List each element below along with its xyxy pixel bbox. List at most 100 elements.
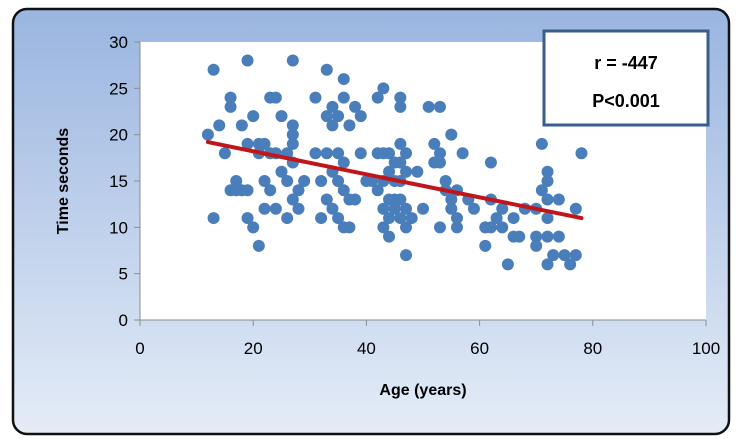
data-point: [286, 119, 299, 132]
data-point: [258, 175, 271, 187]
y-axis-label: Time seconds: [55, 128, 72, 235]
y-tick-label: 30: [109, 33, 128, 52]
data-point: [241, 54, 254, 67]
data-point: [269, 202, 282, 215]
data-point: [252, 239, 265, 252]
data-point: [484, 221, 497, 234]
data-point: [371, 91, 384, 104]
data-point: [405, 212, 418, 225]
data-point: [541, 165, 554, 178]
data-point: [422, 100, 435, 113]
x-tick-label: 0: [135, 339, 144, 358]
data-point: [575, 147, 588, 160]
data-point: [558, 249, 571, 262]
data-point: [337, 184, 350, 197]
data-point: [484, 156, 497, 169]
data-point: [354, 147, 367, 160]
data-point: [241, 184, 254, 197]
data-point: [541, 193, 554, 206]
data-point: [547, 249, 560, 262]
data-point: [450, 221, 463, 234]
data-point: [224, 91, 237, 104]
data-point: [496, 221, 509, 234]
data-point: [258, 137, 271, 150]
data-point: [326, 100, 339, 113]
y-tick-label: 5: [119, 265, 128, 284]
data-point: [326, 202, 339, 215]
y-tick-label: 20: [109, 126, 128, 145]
data-point: [315, 175, 328, 187]
data-points: [201, 54, 588, 271]
data-point: [337, 156, 350, 169]
data-point: [530, 239, 543, 252]
data-point: [320, 147, 333, 160]
data-point: [394, 193, 407, 206]
data-point: [467, 202, 480, 215]
data-point: [383, 147, 396, 160]
data-point: [286, 137, 299, 150]
data-point: [281, 212, 294, 225]
data-point: [371, 184, 384, 197]
data-point: [394, 91, 407, 104]
data-point: [247, 221, 260, 234]
data-point: [281, 175, 294, 187]
data-point: [315, 212, 328, 225]
data-point: [332, 147, 345, 160]
data-point: [535, 137, 548, 150]
data-point: [433, 221, 446, 234]
data-point: [439, 175, 452, 187]
data-point: [332, 212, 345, 225]
data-point: [433, 147, 446, 160]
data-point: [332, 175, 345, 187]
data-point: [535, 184, 548, 197]
data-point: [343, 119, 356, 132]
data-point: [394, 156, 407, 169]
data-point: [354, 110, 367, 123]
data-point: [218, 147, 231, 160]
data-point: [400, 147, 413, 160]
data-point: [377, 202, 390, 215]
data-point: [309, 147, 322, 160]
data-point: [292, 184, 305, 197]
data-point: [569, 249, 582, 262]
data-point: [201, 128, 214, 141]
data-point: [309, 91, 322, 104]
data-point: [383, 165, 396, 178]
data-point: [224, 100, 237, 113]
data-point: [247, 110, 260, 123]
data-point: [264, 184, 277, 197]
data-point: [320, 110, 333, 123]
data-point: [383, 212, 396, 225]
trendline: [205, 140, 584, 221]
data-point: [541, 212, 554, 225]
data-point: [411, 165, 424, 178]
data-point: [326, 119, 339, 132]
data-point: [445, 202, 458, 215]
y-tick-label: 25: [109, 79, 128, 98]
data-point: [383, 230, 396, 243]
data-point: [337, 91, 350, 104]
data-point: [433, 156, 446, 169]
data-point: [275, 165, 288, 178]
data-point: [292, 202, 305, 215]
annotation-box: [542, 29, 710, 127]
data-point: [343, 221, 356, 234]
data-point: [417, 202, 429, 215]
data-point: [298, 175, 311, 187]
data-point: [349, 193, 362, 206]
data-point: [258, 202, 271, 215]
data-point: [394, 212, 407, 225]
data-point: [496, 202, 509, 215]
data-point: [320, 63, 333, 76]
data-point: [400, 249, 413, 262]
correlation-annotation: r = -447 P<0.001: [542, 29, 710, 127]
data-point: [377, 82, 390, 95]
x-axis-label: Age (years): [379, 382, 466, 399]
data-point: [530, 230, 543, 243]
data-point: [394, 100, 407, 113]
data-point: [286, 193, 299, 206]
data-point: [552, 230, 565, 243]
data-point: [479, 239, 492, 252]
data-point: [507, 212, 520, 225]
